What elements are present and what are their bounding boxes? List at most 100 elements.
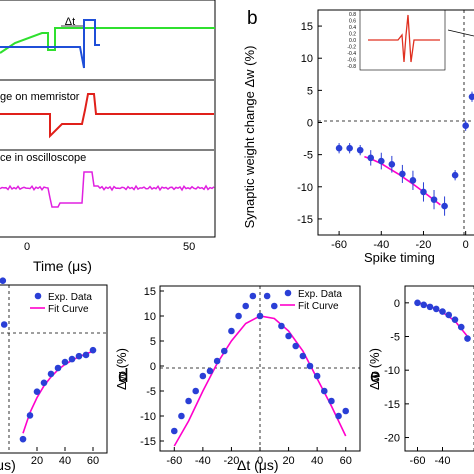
panel-d-y-tick-label: 0 xyxy=(150,361,156,373)
panel-a: Δt ge on memristor ce in oscilloscope 0 … xyxy=(0,0,216,274)
panel-d-x-tick-label: -60 xyxy=(166,455,182,467)
panel-b-y-tick-label: -5 xyxy=(303,150,313,162)
panel-d-data-point xyxy=(206,367,214,375)
panel-b-y-label: Synaptic weight change Δw (%) xyxy=(242,46,257,229)
panel-e-y-tick-label: 0 xyxy=(394,298,400,310)
panel-d-data-point xyxy=(178,412,185,420)
panel-b-data-point xyxy=(399,170,406,178)
inset-pointer-line xyxy=(447,29,474,37)
panel-d-x-tick-label: 60 xyxy=(340,455,352,467)
panel-d-data-point xyxy=(270,302,278,310)
legend-exp-marker-c xyxy=(34,292,42,300)
memristor-trace xyxy=(0,93,214,139)
panel-d-data-point xyxy=(249,292,257,300)
panel-d-y-tick-label: 10 xyxy=(144,311,156,323)
panel-d-data-point xyxy=(235,312,242,320)
panel-d-data-point xyxy=(320,387,328,395)
panel-e-data-point xyxy=(439,308,446,315)
panel-d-data-point xyxy=(220,347,228,355)
panel-a-x-tick-0: 0 xyxy=(24,241,30,253)
panel-d-x-tick-label: 40 xyxy=(311,455,323,467)
panel-b-y-tick-label: 0 xyxy=(307,118,313,130)
panel-d-y-tick-label: 5 xyxy=(150,336,156,348)
oscilloscope-label: ce in oscilloscope xyxy=(0,152,86,164)
panel-e-data-point xyxy=(432,305,440,313)
panel-d-data-point xyxy=(242,302,250,310)
panel-d-data-point xyxy=(278,322,285,330)
panel-c-x-tick-label: 20 xyxy=(31,455,43,467)
inset-y-tick-label: -0.2 xyxy=(347,45,356,51)
panel-a-x-tick-50: 50 xyxy=(183,241,195,253)
panel-b-data-point xyxy=(468,93,474,101)
panel-b-x-tick-label: -20 xyxy=(416,239,432,251)
panel-b-data-point xyxy=(346,144,353,152)
panel-c-x-tick-label: 60 xyxy=(87,455,99,467)
inset-y-tick-label: 0.0 xyxy=(349,38,356,44)
panel-b-data-point xyxy=(430,196,438,203)
panel-d-y-label: Δw (%) xyxy=(114,348,129,390)
inset-y-tick-label: 0.6 xyxy=(349,19,356,25)
panel-c-x-label: μs) xyxy=(0,457,16,473)
panel-b-data-point xyxy=(377,157,385,165)
panel-c-data-point xyxy=(82,351,90,359)
panel-c-data-point xyxy=(47,370,55,378)
panel-d-y-tick-label: -5 xyxy=(146,386,156,398)
legend-exp-marker-d xyxy=(284,289,292,297)
oscilloscope-trace xyxy=(0,171,215,208)
panel-d-x-tick-label: -20 xyxy=(223,455,239,467)
panel-d-y-tick-label: 15 xyxy=(144,286,156,298)
panel-e-data-point xyxy=(420,301,428,309)
panel-e-data-point xyxy=(426,303,434,311)
panel-b-data-point xyxy=(462,122,469,130)
panel-d-y-tick-label: -10 xyxy=(140,411,156,423)
panel-a-frame xyxy=(0,0,216,238)
panel-d-data-point xyxy=(328,397,335,405)
panel-b-data-point xyxy=(441,202,448,210)
panel-d-data-point xyxy=(292,342,300,350)
panel-e-y-tick-label: -15 xyxy=(384,399,400,411)
legend-exp-label-c: Exp. Data xyxy=(48,292,92,303)
panel-b-data-point xyxy=(335,144,343,152)
panel-e-data-point xyxy=(414,299,421,307)
inset-y-tick-label: 0.2 xyxy=(349,32,356,38)
panel-e-data-point xyxy=(445,311,453,319)
panel-d-y-tick-label: -15 xyxy=(140,436,156,448)
panel-e: e 0 -5 -10 -15 -20 -60 -40 Δw (%) xyxy=(367,285,474,467)
panel-e-y-tick-label: -20 xyxy=(384,433,400,445)
panel-b-data-point xyxy=(367,154,375,162)
panel-b-y-tick-label: -10 xyxy=(297,182,313,194)
panel-c-fit-curve xyxy=(22,350,94,434)
inset-frame xyxy=(359,9,446,71)
inset-y-tick-label: 0.8 xyxy=(349,12,356,18)
panel-b-frame xyxy=(317,9,474,236)
legend-exp-label-d: Exp. Data xyxy=(298,289,342,300)
legend-fit-label-c: Fit Curve xyxy=(48,304,89,315)
panel-d-data-point xyxy=(299,352,307,360)
panel-c-frame xyxy=(0,284,108,454)
inset-trace xyxy=(368,14,440,63)
panel-b-data-point xyxy=(420,188,427,196)
panel-d-x-tick-label: 0 xyxy=(257,455,263,467)
panel-b-data-point xyxy=(388,160,396,168)
panel-d-data-point xyxy=(185,397,192,405)
panel-c-data-point xyxy=(40,379,48,387)
panel-e-data-point xyxy=(464,335,471,342)
panel-letter-e: e xyxy=(370,366,381,387)
panel-letter-b: b xyxy=(247,8,258,29)
panel-d-x-label: Δt (μs) xyxy=(237,457,279,473)
panel-e-x-tick-label: -40 xyxy=(435,455,451,467)
panel-c-data-point xyxy=(68,355,76,363)
panel-d-data-point xyxy=(199,372,207,380)
panel-b-data-point xyxy=(451,171,459,179)
panel-e-y-label: Δw (%) xyxy=(367,348,382,390)
inset-y-tick-label: -0.6 xyxy=(347,58,356,64)
panel-c-data-point xyxy=(61,358,69,366)
panel-d-x-tick-label: 20 xyxy=(282,455,294,467)
panel-e-data-point xyxy=(457,323,465,331)
panel-b-y-tick-label: 5 xyxy=(307,85,313,97)
memristor-label: ge on memristor xyxy=(0,91,80,103)
blue-pulse-trace xyxy=(0,19,100,69)
panel-c-data-point xyxy=(0,277,7,285)
panel-c-data-point xyxy=(54,364,62,372)
